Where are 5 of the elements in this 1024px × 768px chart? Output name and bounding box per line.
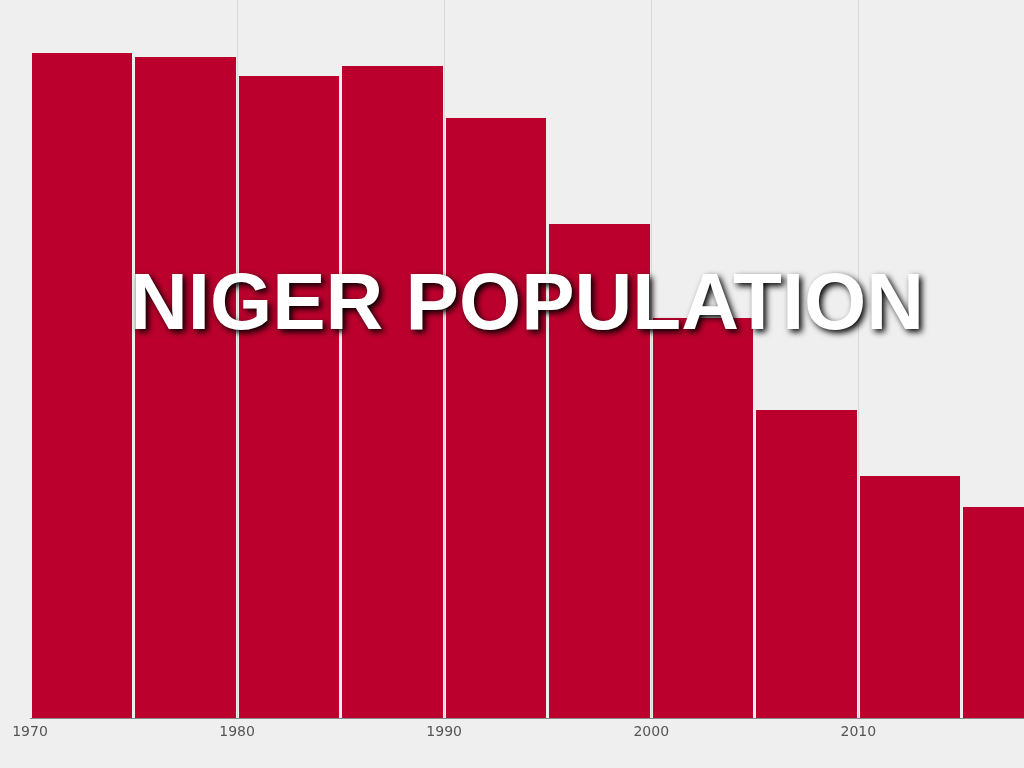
x-tick-label: 1980 [219, 722, 255, 739]
x-tick-label: 2000 [633, 722, 670, 739]
x-tick-label: 2010 [840, 722, 877, 739]
x-tick-label: 1990 [426, 722, 462, 739]
x-tick-label: 1970 [12, 722, 48, 739]
